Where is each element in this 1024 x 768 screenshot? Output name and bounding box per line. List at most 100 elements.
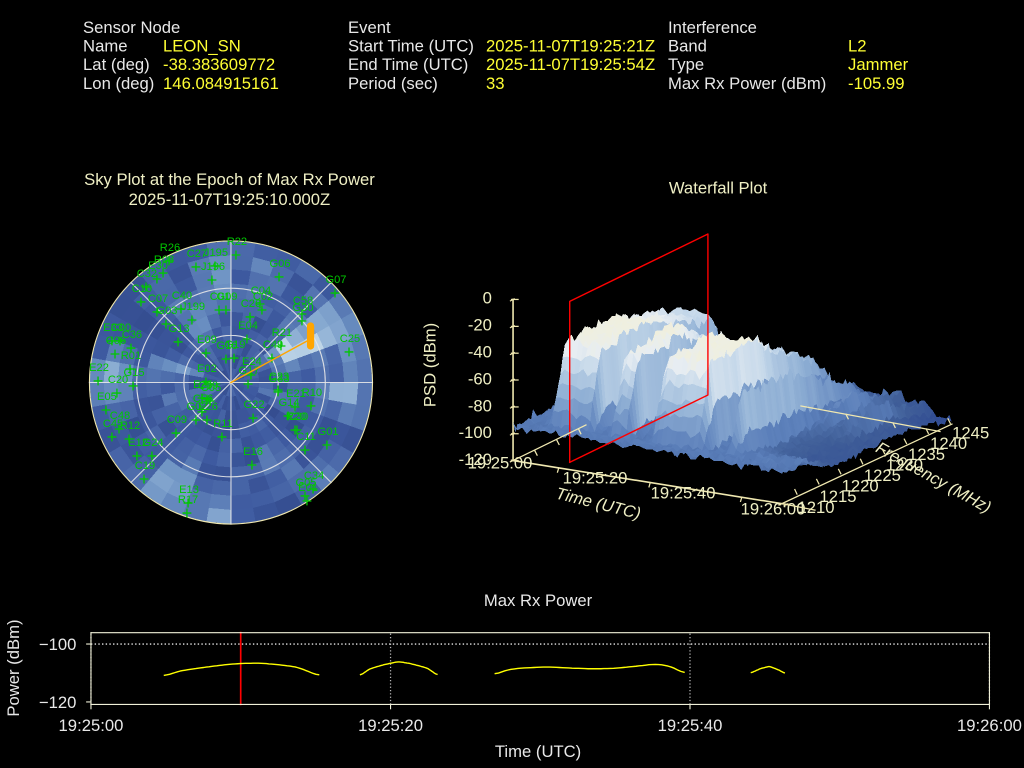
svg-text:1230: 1230 bbox=[886, 455, 923, 474]
svg-text:19:25:40: 19:25:40 bbox=[651, 483, 716, 502]
svg-text:Max Rx Power (dBm): Max Rx Power (dBm) bbox=[668, 74, 826, 93]
svg-text:G14: G14 bbox=[279, 397, 300, 409]
svg-text:G05: G05 bbox=[295, 477, 316, 489]
svg-text:E16: E16 bbox=[243, 446, 263, 458]
svg-text:Jammer: Jammer bbox=[848, 55, 909, 74]
svg-text:C39: C39 bbox=[198, 380, 218, 392]
svg-text:1215: 1215 bbox=[820, 487, 857, 506]
svg-text:19:25:20: 19:25:20 bbox=[358, 716, 423, 735]
svg-text:1240: 1240 bbox=[930, 434, 967, 453]
svg-text:−100: −100 bbox=[39, 635, 77, 654]
svg-text:R12: R12 bbox=[120, 420, 140, 432]
svg-text:J199: J199 bbox=[181, 301, 205, 313]
svg-text:G33: G33 bbox=[269, 373, 290, 385]
svg-text:Lon (deg): Lon (deg) bbox=[83, 74, 154, 93]
svg-text:2025-11-07T19:25:21Z: 2025-11-07T19:25:21Z bbox=[486, 36, 655, 55]
svg-text:Sensor Node: Sensor Node bbox=[83, 18, 180, 37]
svg-text:19:25:00: 19:25:00 bbox=[59, 716, 124, 735]
svg-text:-100: -100 bbox=[459, 423, 492, 442]
svg-text:G02: G02 bbox=[186, 401, 207, 413]
svg-text:R08: R08 bbox=[154, 254, 174, 266]
svg-text:E09: E09 bbox=[197, 334, 217, 346]
svg-text:C34: C34 bbox=[304, 470, 324, 482]
svg-text:R17: R17 bbox=[178, 494, 198, 506]
svg-text:C04: C04 bbox=[251, 285, 271, 297]
svg-text:1245: 1245 bbox=[952, 424, 989, 443]
svg-text:Waterfall Plot: Waterfall Plot bbox=[669, 179, 768, 198]
svg-text:G06: G06 bbox=[270, 258, 291, 270]
svg-text:E26: E26 bbox=[198, 401, 218, 413]
svg-text:G16: G16 bbox=[216, 340, 237, 352]
svg-text:G09: G09 bbox=[216, 291, 237, 303]
svg-text:LEON_SN: LEON_SN bbox=[163, 36, 241, 55]
svg-text:G17: G17 bbox=[239, 365, 260, 377]
svg-text:C07: C07 bbox=[148, 293, 168, 305]
svg-text:E05: E05 bbox=[97, 391, 117, 403]
svg-text:Name: Name bbox=[83, 36, 127, 55]
svg-text:19:25:20: 19:25:20 bbox=[563, 469, 628, 488]
svg-text:Time (UTC): Time (UTC) bbox=[495, 742, 581, 761]
svg-text:End Time (UTC): End Time (UTC) bbox=[348, 55, 468, 74]
svg-text:G01: G01 bbox=[318, 426, 339, 438]
svg-text:Event: Event bbox=[348, 18, 391, 37]
svg-text:2025-11-07T19:25:10.000Z: 2025-11-07T19:25:10.000Z bbox=[129, 190, 331, 209]
svg-text:C49: C49 bbox=[263, 339, 283, 351]
svg-text:Interference: Interference bbox=[668, 18, 757, 37]
svg-text:C27: C27 bbox=[187, 248, 207, 260]
svg-text:C32: C32 bbox=[137, 268, 157, 280]
svg-text:−120: −120 bbox=[39, 693, 77, 712]
svg-text:Band: Band bbox=[668, 36, 707, 55]
svg-text:C56: C56 bbox=[193, 393, 213, 405]
svg-text:R21: R21 bbox=[272, 327, 292, 339]
svg-text:G15: G15 bbox=[124, 367, 145, 379]
svg-text:R11: R11 bbox=[213, 418, 233, 430]
svg-text:-60: -60 bbox=[468, 369, 492, 388]
svg-text:C45: C45 bbox=[103, 418, 123, 430]
svg-text:-105.99: -105.99 bbox=[848, 74, 905, 93]
svg-text:J195: J195 bbox=[204, 247, 228, 259]
svg-text:E02: E02 bbox=[197, 363, 217, 375]
svg-text:Lat (deg): Lat (deg) bbox=[83, 55, 150, 74]
svg-text:C48: C48 bbox=[110, 410, 130, 422]
svg-text:Start Time (UTC): Start Time (UTC) bbox=[348, 36, 474, 55]
svg-text:C26: C26 bbox=[241, 298, 261, 310]
svg-text:R20: R20 bbox=[286, 411, 306, 423]
svg-text:19:25:00: 19:25:00 bbox=[468, 454, 533, 473]
svg-text:Period (sec): Period (sec) bbox=[348, 74, 438, 93]
svg-text:R10: R10 bbox=[302, 387, 322, 399]
svg-text:E21: E21 bbox=[286, 388, 306, 400]
svg-text:E12: E12 bbox=[128, 437, 148, 449]
svg-text:E30: E30 bbox=[148, 260, 168, 272]
svg-text:Power (dBm): Power (dBm) bbox=[4, 619, 23, 716]
svg-text:C05: C05 bbox=[201, 382, 221, 394]
svg-text:E04: E04 bbox=[238, 320, 258, 332]
svg-text:C58: C58 bbox=[293, 295, 313, 307]
svg-text:E33: E33 bbox=[103, 322, 123, 334]
svg-text:C01: C01 bbox=[210, 291, 230, 303]
svg-text:PSD (dBm): PSD (dBm) bbox=[420, 323, 439, 407]
svg-text:G22: G22 bbox=[244, 399, 265, 411]
svg-text:2025-11-07T19:25:54Z: 2025-11-07T19:25:54Z bbox=[486, 55, 655, 74]
svg-text:1220: 1220 bbox=[842, 477, 879, 496]
svg-text:C19: C19 bbox=[135, 460, 155, 472]
svg-text:-38.383609772: -38.383609772 bbox=[163, 55, 275, 74]
svg-text:E24: E24 bbox=[242, 356, 262, 368]
svg-text:Sky Plot at the Epoch of Max R: Sky Plot at the Epoch of Max Rx Power bbox=[84, 170, 375, 189]
svg-text:E22: E22 bbox=[89, 362, 109, 374]
svg-text:33: 33 bbox=[486, 74, 505, 93]
svg-text:C11: C11 bbox=[296, 431, 316, 443]
svg-text:Type: Type bbox=[668, 55, 704, 74]
svg-text:G07: G07 bbox=[325, 274, 346, 286]
svg-text:C10: C10 bbox=[132, 283, 152, 295]
svg-text:-20: -20 bbox=[468, 316, 492, 335]
svg-text:19:26:00: 19:26:00 bbox=[741, 499, 806, 518]
svg-text:19:25:40: 19:25:40 bbox=[658, 716, 723, 735]
svg-text:1235: 1235 bbox=[908, 445, 945, 464]
svg-text:C02: C02 bbox=[253, 291, 273, 303]
svg-text:-80: -80 bbox=[468, 396, 492, 415]
svg-text:R26: R26 bbox=[160, 242, 180, 254]
svg-text:0: 0 bbox=[483, 289, 492, 308]
svg-text:G13: G13 bbox=[169, 323, 190, 335]
svg-text:E25: E25 bbox=[193, 379, 213, 391]
svg-text:R01: R01 bbox=[121, 350, 141, 362]
